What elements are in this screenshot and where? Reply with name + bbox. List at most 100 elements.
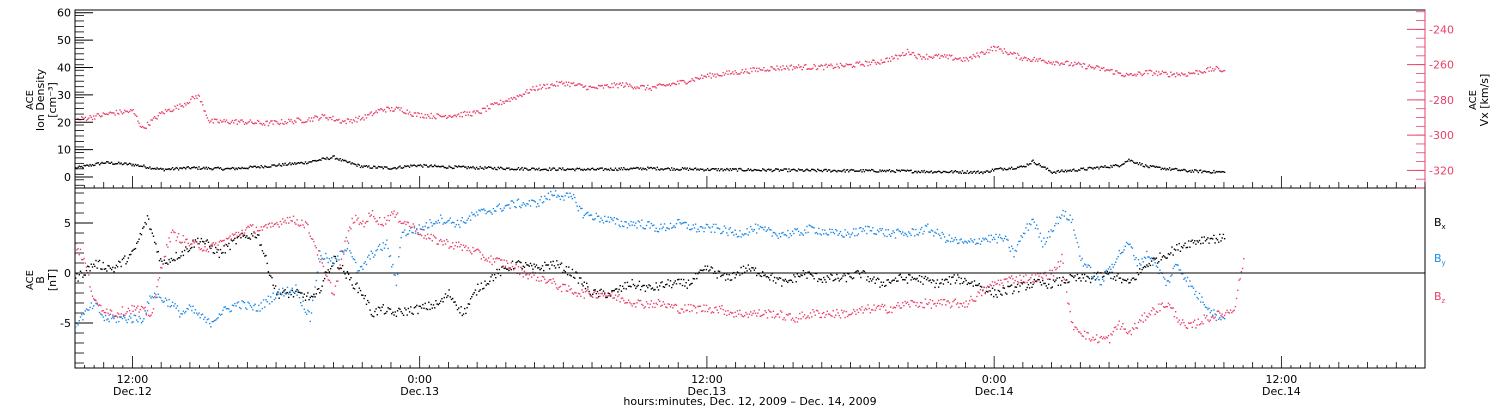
data-point bbox=[228, 242, 230, 245]
data-point bbox=[267, 271, 270, 273]
data-point bbox=[1123, 249, 1125, 251]
data-point bbox=[181, 313, 183, 315]
data-point bbox=[511, 265, 514, 268]
data-point bbox=[886, 279, 888, 281]
data-point bbox=[188, 304, 191, 306]
data-point bbox=[483, 168, 485, 170]
data-point bbox=[78, 274, 80, 276]
data-point bbox=[341, 158, 344, 161]
data-point bbox=[185, 310, 187, 313]
data-point bbox=[959, 57, 961, 59]
data-point bbox=[229, 311, 231, 313]
data-point bbox=[1203, 236, 1205, 238]
data-point bbox=[196, 97, 198, 99]
data-point bbox=[565, 266, 568, 268]
data-point bbox=[635, 306, 637, 308]
data-point bbox=[678, 312, 680, 314]
data-point bbox=[967, 172, 970, 175]
data-point bbox=[818, 169, 820, 171]
data-point bbox=[1050, 61, 1052, 64]
data-point bbox=[935, 171, 937, 174]
data-point bbox=[777, 68, 779, 70]
data-point bbox=[909, 306, 911, 308]
data-point bbox=[813, 63, 815, 66]
data-point bbox=[521, 269, 523, 271]
data-point bbox=[1134, 322, 1136, 325]
data-point bbox=[672, 284, 674, 286]
data-point bbox=[954, 170, 957, 172]
data-point bbox=[830, 273, 832, 276]
data-point bbox=[988, 290, 990, 292]
data-point bbox=[660, 282, 662, 284]
data-point bbox=[706, 310, 709, 313]
data-point bbox=[392, 311, 394, 314]
data-point bbox=[799, 234, 801, 236]
data-point bbox=[594, 289, 596, 291]
data-point bbox=[213, 244, 216, 246]
data-point bbox=[519, 205, 521, 208]
data-point bbox=[1178, 73, 1180, 75]
data-point bbox=[1208, 320, 1210, 323]
data-point bbox=[813, 169, 815, 171]
data-point bbox=[385, 111, 387, 113]
data-point bbox=[1239, 278, 1241, 280]
data-point bbox=[644, 306, 647, 308]
data-point bbox=[826, 275, 828, 277]
data-point bbox=[535, 264, 538, 266]
data-point bbox=[448, 247, 450, 249]
data-point bbox=[374, 111, 376, 114]
data-point bbox=[1006, 238, 1008, 241]
data-point bbox=[657, 83, 660, 86]
data-point bbox=[1105, 69, 1107, 71]
data-point bbox=[340, 160, 343, 162]
data-point bbox=[722, 309, 724, 311]
data-point bbox=[306, 163, 308, 165]
data-point bbox=[1173, 248, 1176, 250]
data-point bbox=[535, 85, 538, 87]
data-point bbox=[1214, 316, 1216, 318]
data-point bbox=[515, 169, 517, 171]
ytick-label-right: -300 bbox=[1429, 129, 1454, 142]
data-point bbox=[759, 275, 761, 277]
data-point bbox=[661, 168, 663, 170]
data-point bbox=[690, 228, 692, 231]
data-point bbox=[179, 167, 181, 169]
data-point bbox=[114, 114, 116, 116]
data-point bbox=[928, 171, 930, 174]
data-point bbox=[1046, 287, 1049, 289]
data-point bbox=[124, 162, 126, 164]
data-point bbox=[531, 264, 533, 267]
data-point bbox=[724, 279, 727, 281]
data-point bbox=[1172, 267, 1174, 270]
data-point bbox=[479, 251, 481, 253]
data-point bbox=[727, 278, 729, 280]
data-point bbox=[507, 262, 509, 264]
data-point bbox=[964, 306, 966, 308]
data-point bbox=[756, 315, 758, 317]
data-point bbox=[112, 316, 114, 318]
data-point bbox=[520, 168, 522, 170]
data-point bbox=[290, 220, 292, 222]
data-point bbox=[344, 159, 346, 161]
data-point bbox=[209, 322, 211, 325]
data-point bbox=[967, 240, 970, 242]
data-point bbox=[1191, 239, 1193, 241]
data-point bbox=[841, 64, 843, 66]
chart-axes: 0102030405060-240-260-280-300-320-50512:… bbox=[57, 7, 1454, 398]
data-point bbox=[660, 223, 662, 225]
data-point bbox=[295, 121, 297, 123]
data-point bbox=[790, 64, 793, 66]
data-point bbox=[985, 170, 988, 172]
data-point bbox=[121, 163, 124, 166]
data-point bbox=[327, 119, 329, 121]
data-point bbox=[987, 291, 989, 293]
data-point bbox=[890, 235, 892, 237]
data-point bbox=[417, 232, 419, 234]
data-point bbox=[878, 171, 880, 173]
data-point bbox=[124, 109, 126, 112]
data-point bbox=[973, 170, 976, 173]
data-point bbox=[818, 312, 820, 314]
data-point bbox=[481, 167, 484, 169]
data-point bbox=[136, 319, 138, 321]
data-point bbox=[298, 118, 301, 120]
